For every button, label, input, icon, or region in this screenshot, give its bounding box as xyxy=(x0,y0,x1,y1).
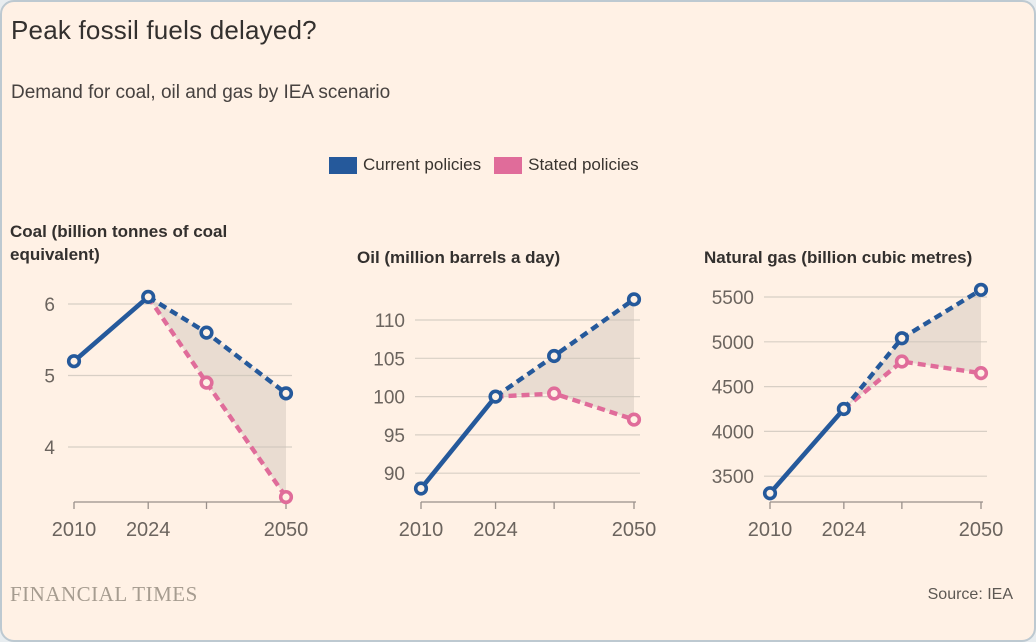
x-tick-label: 2024 xyxy=(126,519,171,541)
current-policies-point xyxy=(66,354,82,369)
x-tick-label: 2050 xyxy=(612,519,657,541)
stated-policies-line-dashed xyxy=(495,391,635,422)
current-policies-point xyxy=(894,331,909,346)
y-tick-label: 6 xyxy=(44,295,55,316)
current-policies-line-solid xyxy=(418,394,498,491)
x-tick-label: 2050 xyxy=(264,519,309,541)
current-policies-line-dashed xyxy=(842,287,983,411)
y-tick-label: 105 xyxy=(373,349,405,370)
scenario-gap-band xyxy=(843,289,981,409)
scenario-gap-band xyxy=(148,296,286,498)
y-tick-label: 95 xyxy=(384,426,405,447)
coal-chart-title: Coal (billion tonnes of coal equivalent) xyxy=(10,222,228,265)
x-tick-label: 2010 xyxy=(52,519,97,541)
oil-chart-title: Oil (million barrels a day) xyxy=(357,248,561,267)
stated-policies-line-dashed xyxy=(842,359,982,411)
y-tick-label: 5 xyxy=(44,367,55,388)
y-tick-label: 100 xyxy=(373,388,405,409)
chart-natural-gas: 5500 5000 4500 4000 3500 2010 2024 2050 xyxy=(712,282,1004,541)
stated-policies-point xyxy=(278,489,294,505)
legend-label-current-policies: Current policies xyxy=(363,155,482,174)
chart-oil: 110 105 100 95 90 2010 2024 2050 xyxy=(373,292,657,541)
legend: Current policies Stated policies xyxy=(329,155,639,175)
x-tick-label: 2024 xyxy=(822,519,867,541)
current-policies-line-solid xyxy=(767,406,847,496)
current-policies-point xyxy=(762,486,778,501)
page-title: Peak fossil fuels delayed? xyxy=(11,15,317,45)
current-policies-point xyxy=(488,389,503,404)
current-policies-point xyxy=(199,325,214,340)
y-tick-label: 5000 xyxy=(712,333,754,354)
x-tick-label: 2024 xyxy=(473,519,518,541)
y-tick-label: 5500 xyxy=(712,288,754,309)
stated-policies-line-dashed xyxy=(146,295,288,499)
stated-policies-point xyxy=(547,386,562,401)
current-policies-point xyxy=(141,289,156,304)
financial-times-logo: FINANCIAL TIMES xyxy=(10,582,198,606)
stated-policies-point xyxy=(973,366,989,381)
x-tick-label: 2010 xyxy=(399,519,444,541)
current-policies-point xyxy=(836,401,851,417)
current-policies-point xyxy=(626,292,642,307)
x-tick-label: 2050 xyxy=(959,519,1004,541)
natural-gas-chart-title: Natural gas (billion cubic metres) xyxy=(704,248,973,267)
current-policies-point xyxy=(973,282,989,297)
stated-policies-point xyxy=(199,375,214,390)
current-policies-point xyxy=(278,386,294,401)
current-policies-point xyxy=(413,481,429,496)
legend-item-stated-policies: Stated policies xyxy=(494,155,639,175)
scenario-gap-band xyxy=(495,299,634,420)
legend-item-current-policies: Current policies xyxy=(329,155,481,175)
chart-coal: 6 5 4 2010 2024 2050 xyxy=(44,289,309,541)
source-note: Source: IEA xyxy=(927,586,1013,603)
chart-subtitle: Demand for coal, oil and gas by IEA scen… xyxy=(11,82,391,103)
current-policies-line-dashed xyxy=(494,297,636,399)
current-policies-swatch xyxy=(329,156,357,174)
y-tick-label: 4 xyxy=(44,438,55,459)
y-tick-label: 110 xyxy=(375,311,405,332)
stated-policies-point xyxy=(626,412,642,427)
y-tick-label: 4500 xyxy=(712,378,754,399)
current-policies-line-dashed xyxy=(147,294,288,396)
legend-label-stated-policies: Stated policies xyxy=(528,155,639,174)
x-tick-label: 2010 xyxy=(748,519,793,541)
y-tick-label: 3500 xyxy=(712,467,754,488)
current-policies-line-solid xyxy=(71,294,151,364)
stated-policies-point xyxy=(894,354,909,369)
y-tick-label: 4000 xyxy=(712,422,754,443)
y-tick-label: 90 xyxy=(384,464,405,485)
stated-policies-swatch xyxy=(494,156,523,174)
current-policies-point xyxy=(547,348,562,364)
